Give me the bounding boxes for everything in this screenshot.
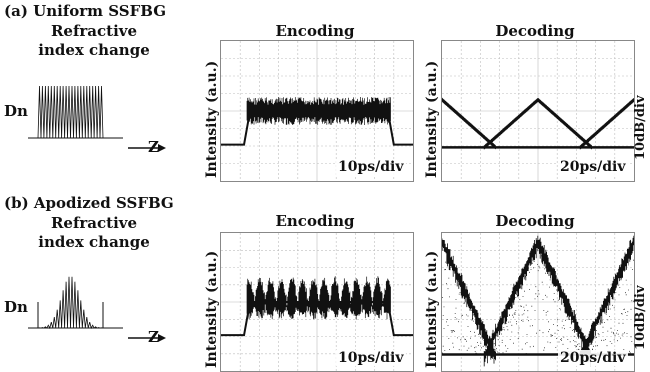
- section-a-z-label: Z: [148, 138, 159, 156]
- section-b-encoding-plot: [221, 233, 413, 371]
- decA-peaks-path: [442, 97, 634, 150]
- section-a-subtitle-1: Refractive: [50, 22, 138, 40]
- encB-outline: [221, 301, 413, 337]
- section-a-dn-label: Dn: [4, 102, 28, 120]
- section-a-decoding-scale: 20ps/div: [558, 159, 628, 175]
- encA-noise: [246, 97, 391, 125]
- encB-noise: [246, 276, 391, 320]
- section-b-z-arrow: [158, 334, 166, 342]
- section-b-subtitle-1: Refractive: [50, 214, 138, 232]
- section-a-decoding-plot: [442, 41, 634, 181]
- section-b-encoding-title: Encoding: [275, 212, 355, 230]
- section-b-profile-grating: [28, 276, 123, 330]
- section-a-decoding-panel: [441, 40, 635, 182]
- decA-peaks: [442, 97, 634, 150]
- section-b-decoding-panel: [441, 232, 635, 372]
- section-a-profile-grating: [28, 85, 123, 139]
- decB-peaks: [442, 235, 634, 367]
- section-b-dn-label: Dn: [4, 298, 28, 316]
- decB-peaks-path: [442, 235, 634, 367]
- section-a-encoding-scale: 10ps/div: [336, 159, 406, 175]
- section-b-encoding-scale: 10ps/div: [336, 350, 406, 366]
- section-b-decoding-right-label: 10dB/div: [633, 285, 648, 351]
- encB-noise-path: [246, 276, 391, 320]
- section-a-decoding-right-label: 10dB/div: [633, 95, 648, 161]
- section-b-profile: [28, 276, 166, 342]
- section-b-title: (b) Apodized SSFBG: [4, 194, 174, 212]
- section-b-z-label: Z: [148, 328, 159, 346]
- section-a-z-arrow: [158, 144, 166, 152]
- profileB-fringes: [37, 276, 104, 330]
- section-a-profile: [28, 85, 166, 152]
- section-a-title: (a) Uniform SSFBG: [4, 2, 167, 20]
- section-b-decoding-ylabel: Intensity (a.u.): [424, 250, 440, 368]
- section-b-encoding-panel: [220, 232, 414, 372]
- section-a-decoding-ylabel: Intensity (a.u.): [424, 60, 440, 178]
- section-a-encoding-title: Encoding: [275, 22, 355, 40]
- section-b-decoding-title: Decoding: [495, 212, 575, 230]
- encA-noise-path: [246, 97, 391, 125]
- section-a-encoding-plot: [221, 41, 413, 181]
- section-a-encoding-ylabel: Intensity (a.u.): [204, 60, 220, 178]
- section-b-subtitle-2: index change: [38, 233, 150, 251]
- section-a-decoding-title: Decoding: [495, 22, 575, 40]
- section-b-decoding-scale: 20ps/div: [558, 350, 628, 366]
- profileA-fringes: [37, 85, 104, 139]
- section-a-subtitle-2: index change: [38, 41, 150, 59]
- section-a-encoding-panel: [220, 40, 414, 182]
- section-b-encoding-ylabel: Intensity (a.u.): [204, 250, 220, 368]
